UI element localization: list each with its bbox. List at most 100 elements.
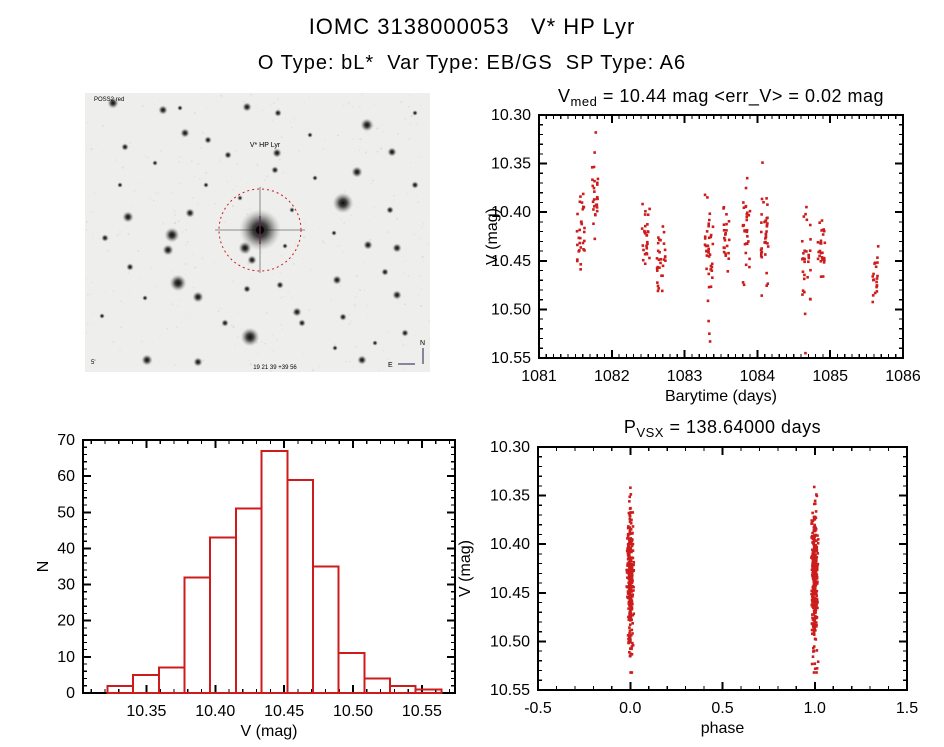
- data-point: [815, 606, 818, 609]
- data-point: [804, 212, 807, 216]
- data-point: [812, 632, 816, 636]
- data-point: [801, 270, 805, 274]
- data-point: [812, 550, 815, 554]
- star: [221, 319, 229, 327]
- data-point: [872, 272, 875, 276]
- lightcurve-chart: 1081 1082 1083 1084 1085 1086 10.30 10.35 10.40 1…: [455, 82, 944, 417]
- data-point: [646, 223, 649, 226]
- data-point: [727, 251, 730, 255]
- x-tick-label: 10.40: [195, 703, 235, 720]
- data-point: [871, 275, 875, 278]
- data-point: [655, 257, 659, 260]
- data-point: [811, 511, 814, 515]
- data-point: [632, 589, 635, 592]
- star: [339, 313, 347, 321]
- data-point: [800, 239, 804, 243]
- data-point: [871, 294, 875, 297]
- data-point: [643, 252, 647, 256]
- star: [180, 128, 190, 138]
- data-point: [814, 548, 818, 552]
- star: [107, 97, 119, 109]
- x-tick-label: 1085: [812, 368, 848, 385]
- data-point: [582, 230, 586, 234]
- data-point: [812, 579, 816, 583]
- histogram-plot: 10.35 10.40 10.45 10.50 10.55 0 10 20 30 40 50 60 70…: [35, 432, 456, 740]
- data-point: [628, 500, 631, 503]
- stars: [99, 97, 419, 367]
- y-tick-label: 20: [57, 613, 75, 630]
- data-point: [626, 590, 630, 593]
- data-point: [809, 238, 812, 241]
- data-point: [626, 551, 630, 555]
- data-point: [813, 596, 817, 600]
- data-point: [626, 542, 630, 546]
- data-point: [628, 517, 632, 521]
- data-point: [811, 590, 815, 594]
- data-point: [803, 257, 806, 261]
- data-point: [660, 289, 664, 293]
- data-point: [760, 213, 763, 216]
- data-point: [591, 184, 595, 188]
- data-point: [629, 486, 632, 489]
- data-point: [626, 537, 629, 540]
- data-point: [813, 556, 816, 560]
- data-point: [744, 204, 748, 208]
- data-point: [816, 538, 820, 541]
- star: [193, 357, 203, 367]
- data-point: [630, 628, 634, 632]
- data-point: [629, 593, 633, 597]
- data-point: [629, 652, 632, 656]
- data-point: [706, 196, 709, 199]
- data-point: [629, 603, 633, 606]
- data-point: [764, 235, 768, 239]
- data-point: [811, 559, 815, 563]
- data-point: [656, 281, 659, 284]
- data-point: [707, 224, 710, 228]
- data-point: [707, 251, 710, 254]
- star: [289, 207, 295, 213]
- x-tick-label: 0.0: [619, 700, 641, 717]
- data-point: [810, 598, 814, 602]
- star: [392, 243, 402, 253]
- data-point: [708, 340, 712, 343]
- data-point: [802, 215, 806, 218]
- data-point: [708, 332, 711, 335]
- x-tick-label: 1082: [594, 368, 630, 385]
- star: [381, 268, 389, 276]
- data-point: [811, 655, 815, 658]
- data-point: [629, 605, 633, 609]
- data-point: [596, 181, 599, 185]
- data-point: [707, 247, 710, 251]
- data-point: [663, 255, 667, 259]
- data-point: [642, 248, 645, 252]
- data-point: [595, 209, 599, 213]
- data-point: [581, 207, 585, 211]
- data-point: [815, 545, 819, 549]
- data-point: [705, 250, 708, 253]
- data-point: [760, 294, 764, 297]
- data-point: [766, 222, 769, 225]
- data-point: [656, 289, 660, 293]
- data-point: [645, 244, 648, 248]
- star: [307, 132, 313, 138]
- data-point: [629, 532, 632, 535]
- data-point: [812, 485, 816, 489]
- data-point: [762, 200, 765, 204]
- data-point: [815, 603, 818, 607]
- x-tick-label: 1086: [885, 368, 921, 385]
- data-point: [627, 553, 631, 557]
- data-point: [820, 229, 823, 232]
- data-point: [748, 209, 752, 213]
- aperture-circle: [218, 188, 302, 272]
- data-point: [663, 248, 667, 252]
- data-point: [630, 570, 634, 574]
- data-point: [821, 258, 824, 261]
- data-point: [630, 600, 634, 604]
- star: [387, 147, 397, 157]
- data-point: [627, 641, 630, 645]
- data-point: [703, 237, 707, 240]
- data-point: [646, 213, 650, 217]
- data-point: [631, 593, 635, 596]
- data-point: [744, 186, 748, 190]
